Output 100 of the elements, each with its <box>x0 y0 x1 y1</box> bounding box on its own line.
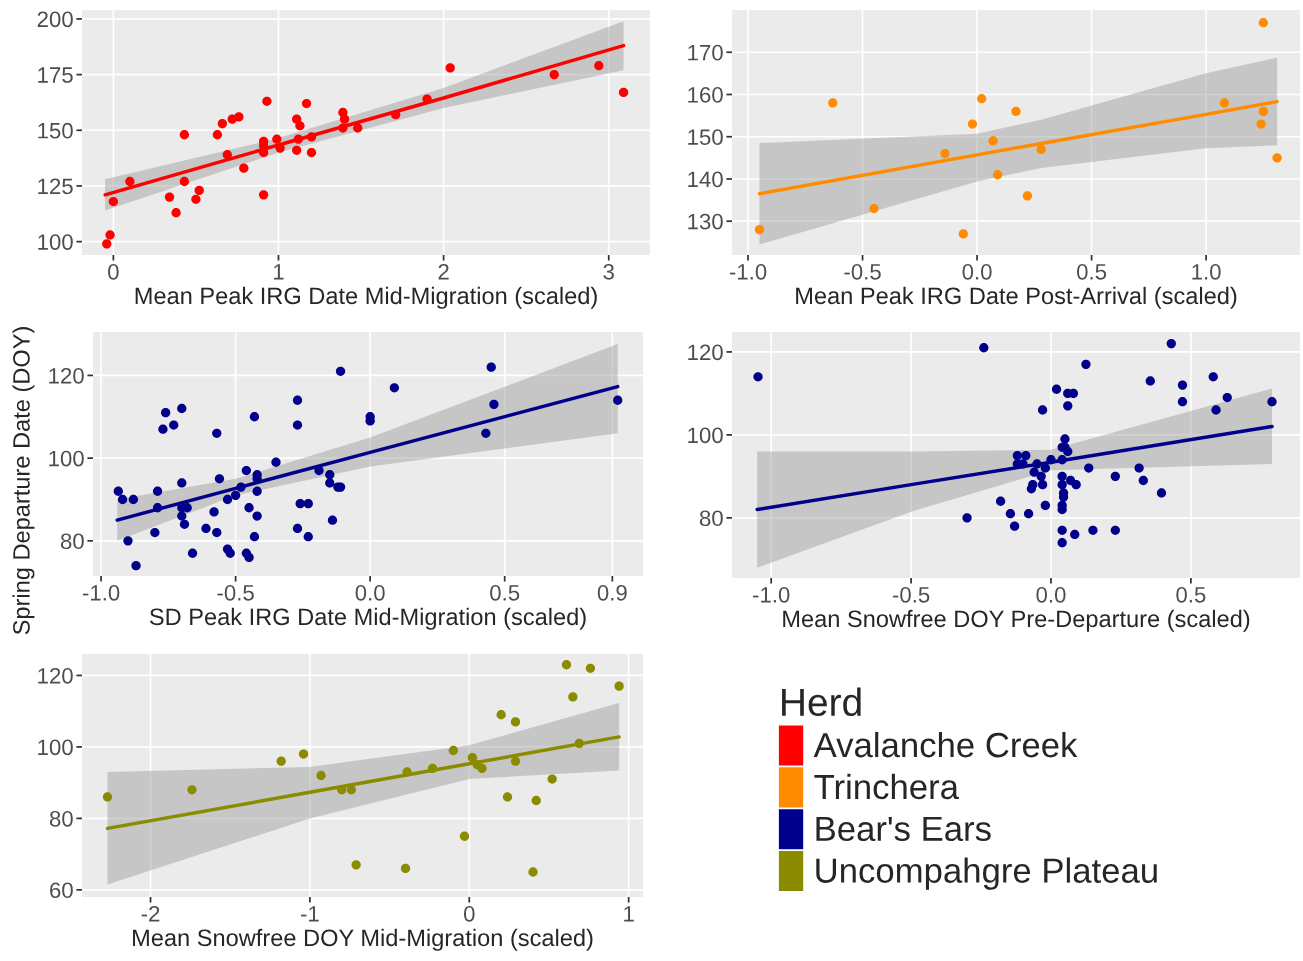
point <box>1166 338 1176 349</box>
point <box>753 372 763 382</box>
point <box>1272 153 1282 163</box>
point <box>477 763 487 774</box>
point <box>448 745 458 756</box>
point <box>225 548 235 558</box>
point <box>1009 521 1020 531</box>
x-tick-label: 0.0 <box>355 584 385 601</box>
point <box>187 548 198 558</box>
point <box>158 424 168 434</box>
x-tick-label: -1.0 <box>729 263 767 280</box>
point <box>113 486 123 496</box>
point <box>262 96 272 106</box>
line-series <box>115 384 620 522</box>
point <box>754 225 765 235</box>
point <box>1057 471 1067 482</box>
point <box>568 692 578 702</box>
point <box>123 536 133 546</box>
x-tick-label: 0.9 <box>597 584 627 601</box>
point <box>1088 525 1098 535</box>
point <box>131 561 141 571</box>
point <box>1081 359 1091 370</box>
legend-label: Bear's Ears <box>816 816 991 842</box>
point <box>108 196 119 207</box>
x-axis-title: Mean Snowfree DOY Mid-Migration (scaled) <box>133 928 593 951</box>
point <box>1036 144 1046 155</box>
point <box>160 407 171 418</box>
point <box>353 123 363 133</box>
point <box>244 503 254 513</box>
point <box>486 362 496 372</box>
x-tick-label: 0 <box>463 905 475 922</box>
point <box>1211 405 1221 415</box>
point <box>1021 450 1031 461</box>
x-tick-label: 0.0 <box>962 263 992 280</box>
point <box>303 498 313 509</box>
point <box>1258 18 1269 28</box>
x-tick-label: -0.5 <box>844 263 881 280</box>
point <box>217 118 228 129</box>
y-tick-label: 125 <box>38 178 73 195</box>
point <box>993 170 1003 180</box>
point <box>303 532 313 542</box>
x-tick-label: 0.5 <box>490 584 520 601</box>
y-tick-label: 80 <box>49 810 73 827</box>
y-tick-label: 100 <box>38 739 73 756</box>
point <box>295 121 305 131</box>
point <box>496 710 506 720</box>
point <box>214 474 225 484</box>
point <box>528 867 538 877</box>
point <box>389 383 400 393</box>
point <box>292 420 303 430</box>
line-series <box>757 99 1279 196</box>
x-tick-label: 2 <box>438 263 449 280</box>
point <box>979 343 989 353</box>
line-series <box>103 43 626 197</box>
point <box>1040 500 1051 511</box>
x-tick-label: 0 <box>108 263 119 280</box>
point <box>234 112 244 122</box>
point <box>335 366 346 376</box>
point <box>869 203 879 214</box>
point <box>169 420 179 430</box>
point <box>105 230 115 240</box>
legend-label: Trinchera <box>814 773 959 800</box>
point <box>400 863 411 874</box>
point <box>1063 446 1073 457</box>
point <box>1023 509 1034 519</box>
point <box>179 176 190 187</box>
point <box>212 428 222 438</box>
point <box>252 486 262 496</box>
point <box>292 395 303 405</box>
point <box>1084 463 1094 473</box>
y-tick-label: 100 <box>688 427 723 444</box>
point <box>1057 480 1067 490</box>
point <box>1036 471 1046 482</box>
legend-label: Uncompahgre Plateau <box>816 857 1157 890</box>
y-tick-label: 120 <box>49 367 84 384</box>
point <box>618 87 629 98</box>
point <box>1012 450 1023 461</box>
y-tick-label: 100 <box>38 234 73 250</box>
y-tick-label: 120 <box>688 344 723 361</box>
y-tick-label: 150 <box>688 129 723 145</box>
x-tick-label: -2 <box>141 905 160 922</box>
point <box>995 496 1006 506</box>
point <box>510 717 521 727</box>
x-axis-title: Mean Peak IRG Date Post-Arrival (scaled) <box>796 286 1237 309</box>
y-tick-label: 170 <box>688 44 723 61</box>
line-series <box>755 424 1274 512</box>
x-axis-title: Mean Snowfree DOY Pre-Departure (scaled) <box>783 609 1250 632</box>
point <box>298 749 309 759</box>
x-tick-label: 1 <box>624 906 634 922</box>
point <box>117 494 128 505</box>
point <box>1177 380 1188 390</box>
point <box>1110 471 1120 482</box>
point <box>177 511 187 521</box>
point <box>1057 525 1067 535</box>
point <box>301 98 312 109</box>
point <box>1256 119 1266 129</box>
point <box>212 130 223 140</box>
point <box>272 134 282 144</box>
point <box>194 185 204 196</box>
point <box>1219 98 1230 108</box>
